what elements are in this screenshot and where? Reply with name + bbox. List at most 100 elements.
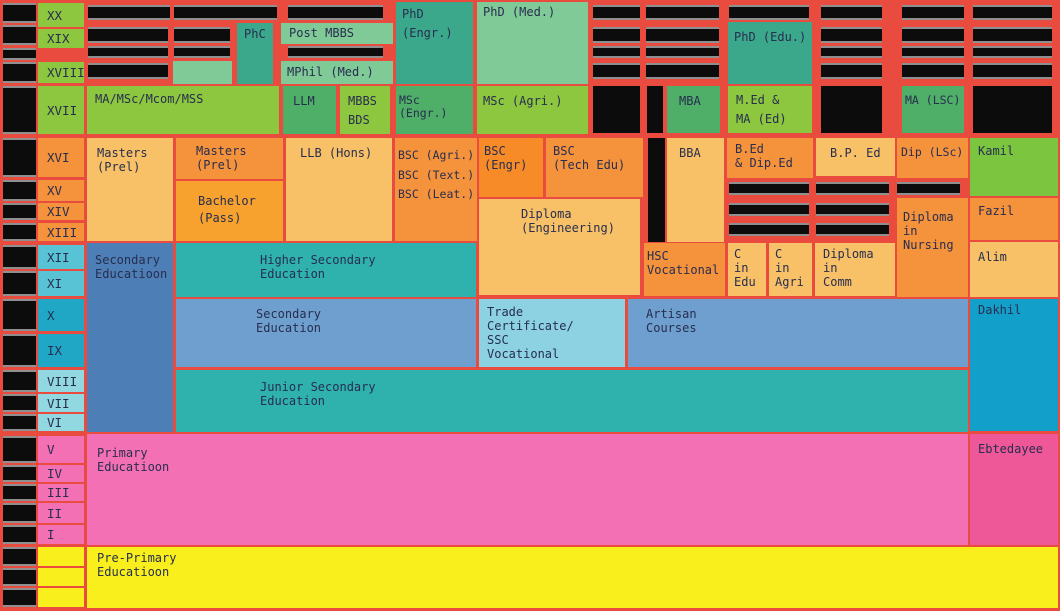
redacted-block xyxy=(174,46,230,58)
cell-bba-label: BBA xyxy=(679,146,701,160)
grade-row-ii: II xyxy=(38,503,84,523)
redacted-block xyxy=(3,547,36,566)
grade-row-xii: XII xyxy=(38,245,84,269)
cell-alim-label: Alim xyxy=(978,250,1007,264)
cell-ebtedayee-label: Ebtedayee xyxy=(978,442,1044,456)
cell-junior-secondary-education: Junior Secondary Education xyxy=(176,370,968,432)
cell-masters-prel-2: Masters (Prel) xyxy=(176,138,283,179)
redacted-block xyxy=(821,63,882,79)
redacted-block xyxy=(973,86,1052,133)
cell-c-in-agri-label: C in Agri xyxy=(775,247,804,290)
grade-label: III xyxy=(47,485,70,500)
cell-mphil-med: MPhil (Med.) xyxy=(281,61,393,84)
cell-phd-engr-label: PhD (Engr.) xyxy=(402,7,453,41)
cell-med-ma-ed: M.Ed & MA (Ed) xyxy=(728,86,812,133)
redacted-block xyxy=(902,63,964,79)
cell-phd-engr: PhD (Engr.) xyxy=(396,2,473,84)
cell-c-in-agri: C in Agri xyxy=(769,243,812,296)
grade-label: XVI xyxy=(47,150,70,165)
redacted-block xyxy=(821,86,882,133)
redacted-block xyxy=(3,245,36,269)
cell-dakhil: Dakhil xyxy=(970,299,1058,431)
redacted-block xyxy=(3,271,36,296)
cell-post-mbbs: Post MBBS xyxy=(281,23,393,44)
cell-pre-primary-educatioon: Pre-Primary Educatioon xyxy=(87,547,1058,608)
cell-bsc-engr-label: BSC (Engr) xyxy=(484,144,528,173)
redacted-block xyxy=(3,180,36,201)
cell-llm-label: LLM xyxy=(293,94,315,108)
cell-bsc-tech-edu: BSC (Tech Edu) xyxy=(546,138,643,197)
cell-mbbs-bds: MBBS BDS xyxy=(340,86,390,134)
redacted-block xyxy=(973,46,1052,58)
redacted-block xyxy=(902,5,964,20)
grade-row-v: V xyxy=(38,436,84,463)
cell-msc-agri: MSc (Agri.) xyxy=(477,86,588,134)
redacted-block xyxy=(3,370,36,392)
redacted-block xyxy=(88,63,168,79)
cell-bsc-tech-edu-label: BSC (Tech Edu) xyxy=(553,144,626,173)
redacted-block xyxy=(816,182,889,195)
redacted-block xyxy=(3,62,36,83)
grade-label: VII xyxy=(47,395,70,411)
cell-c-in-edu: C in Edu xyxy=(728,243,766,296)
grade-row-xvii: XVII xyxy=(38,86,84,134)
cell-llm: LLM xyxy=(283,86,336,134)
cell-higher-secondary-education: Higher Secondary Education xyxy=(176,243,476,297)
cell-artisan-courses-label: Artisan Courses xyxy=(646,307,697,336)
redacted-block xyxy=(3,465,36,482)
cell-hsc-vocational: HSC Vocational xyxy=(644,243,725,296)
grade-label: XVII xyxy=(47,102,78,118)
cell-primary-educatioon-label: Primary Educatioon xyxy=(97,446,170,475)
cell-secondary-educatioon-label: Secondary Educatioon xyxy=(95,253,168,282)
cell-phc: PhC xyxy=(237,23,273,84)
cell-bed-diped-label: B.Ed & Dip.Ed xyxy=(735,142,793,171)
redacted-block xyxy=(88,5,170,20)
redacted-block xyxy=(3,436,36,463)
grade-row-x: X xyxy=(38,299,84,331)
redacted-block xyxy=(3,138,36,177)
cell-diploma-comm-label: Diploma in Comm xyxy=(823,247,874,290)
cell-secondary-educatioon: Secondary Educatioon xyxy=(87,243,173,432)
cell-masters-prel-1: Masters (Prel) xyxy=(87,138,173,241)
redacted-block xyxy=(729,182,809,195)
cell-bp-ed: B.P. Ed xyxy=(816,138,895,176)
cell-dip-lsc-label: Dip (LSc) xyxy=(901,145,964,159)
cell-kamil-label: Kamil xyxy=(978,144,1015,158)
cell-ma-lsc: MA (LSC) xyxy=(902,86,964,133)
cell-diploma-engineering: Diploma (Engineering) xyxy=(479,199,640,295)
cell-trade-certificate-ssc-vocational: Trade Certificate/ SSC Vocational xyxy=(479,299,625,367)
grade-row-xx: XX xyxy=(38,3,84,27)
redacted-block xyxy=(821,5,882,20)
cell-fazil-label: Fazil xyxy=(978,204,1015,218)
cell-diploma-comm: Diploma in Comm xyxy=(815,243,895,296)
cell-med-ma-ed-label: M.Ed & MA (Ed) xyxy=(736,93,787,127)
redacted-block xyxy=(3,86,36,134)
cell-phd-edu: PhD (Edu.) xyxy=(728,22,812,84)
redacted-block xyxy=(3,25,36,45)
cell-kamil: Kamil xyxy=(970,138,1058,196)
cell-llb-hons: LLB (Hons) xyxy=(286,138,392,241)
grade-label: VIII xyxy=(47,373,78,389)
grade-label: XIII xyxy=(47,224,78,240)
redacted-block xyxy=(88,27,168,43)
redacted-block xyxy=(3,48,36,60)
cell-grade18-blank xyxy=(173,61,232,84)
grade-label: V xyxy=(47,442,55,457)
cell-ma-lsc-label: MA (LSC) xyxy=(905,93,961,107)
redacted-block xyxy=(729,223,809,236)
grade-label: XIV xyxy=(47,204,70,219)
redacted-block xyxy=(729,5,809,20)
cell-bsc-group: BSC (Agri.) BSC (Text.) BSC (Leat.) xyxy=(395,138,477,241)
cell-phd-med-label: PhD (Med.) xyxy=(483,5,556,19)
redacted-block xyxy=(3,568,36,586)
cell-secondary-education-label: Secondary Education xyxy=(256,307,322,336)
redacted-block xyxy=(88,46,168,58)
redacted-block xyxy=(174,5,277,20)
cell-bsc-engr: BSC (Engr) xyxy=(479,138,543,197)
grade-row-xiii: XIII xyxy=(38,223,84,241)
grade-label: IV xyxy=(47,466,63,481)
cell-primary-educatioon: Primary Educatioon xyxy=(87,434,968,545)
cell-msc-engr-label: MSc (Engr.) xyxy=(399,93,448,121)
redacted-block xyxy=(646,27,719,43)
